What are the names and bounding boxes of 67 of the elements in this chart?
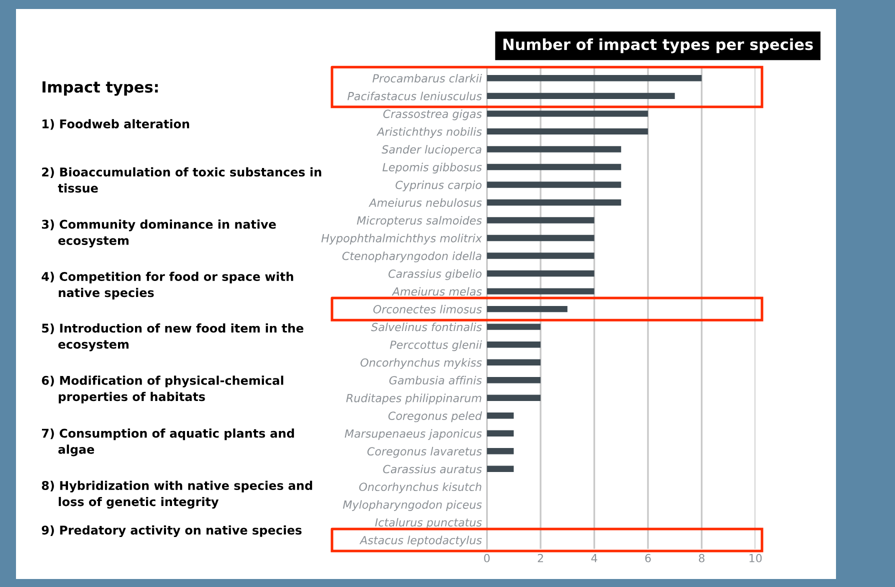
text: 6) Modification of physical-chemical properties of habitats — [42, 376, 284, 404]
y-tick-label: Ruditapes philippinarum — [346, 394, 482, 404]
y-tick-label: Aristichthys nobilis — [376, 127, 482, 138]
bar — [486, 128, 648, 135]
y-tick-label: Orconectes limosus — [373, 304, 482, 314]
y-tick-label: Ictalurus punctatus — [375, 518, 482, 529]
text: 4) Competition for food or space with native species — [42, 272, 294, 300]
y-tick-label: Micropterus salmoides — [356, 216, 482, 227]
y-tick-label: Carassius gibelio — [388, 269, 482, 280]
y-tick-label: Coregonus peled — [388, 411, 482, 422]
y-tick-label: Pacifastacus leniusculus — [348, 92, 482, 100]
y-tick-label: Ctenopharyngodon idella — [342, 252, 482, 262]
y-tick-label: Carassius auratus — [383, 464, 482, 474]
y-tick-label: Marsupenaeus japonicus — [344, 429, 482, 440]
bar — [486, 252, 594, 259]
bar — [486, 430, 514, 437]
y-tick-label: Crassostrea gigas — [383, 109, 482, 120]
chart-title: Number of impact types per species — [503, 38, 813, 54]
text: Impact types: — [42, 81, 158, 96]
bar — [486, 217, 594, 224]
bar — [486, 466, 514, 472]
y-tick-label: Coregonus lavaretus — [367, 446, 482, 458]
y-tick-label: Ameiurus melas — [392, 287, 482, 296]
y-tick-label: Salvelinus fontinalis — [371, 322, 482, 332]
bar — [486, 234, 594, 242]
bar — [486, 146, 622, 152]
x-tick-label: 0 — [484, 554, 490, 562]
bar — [486, 412, 514, 419]
text: 1) Foodweb alteration — [42, 119, 190, 130]
bar — [486, 182, 622, 188]
bar — [486, 306, 568, 312]
x-tick-label: 10 — [750, 554, 762, 562]
text: 5) Introduction of new food item in the ecosystem — [42, 323, 304, 352]
y-tick-label: Hypophthalmichthys molitrix — [321, 234, 482, 245]
text: 7) Consumption of aquatic plants and algae — [42, 428, 294, 456]
bar — [486, 359, 541, 366]
x-tick-label: 2 — [538, 554, 543, 562]
text: 9) Predatory activity on native species — [42, 525, 302, 538]
bar — [486, 448, 514, 454]
y-tick-label: Cyprinus carpio — [396, 180, 482, 192]
y-tick-label: Perccottus glenii — [390, 340, 482, 352]
y-tick-label: Lepomis gibbosus — [382, 162, 482, 174]
bar — [486, 377, 541, 384]
y-tick-label: Oncorhynchus mykiss — [360, 358, 482, 369]
bar — [486, 341, 541, 348]
y-tick-label: Sander lucioperca — [382, 144, 482, 156]
bar — [486, 75, 702, 82]
x-tick-label: 4 — [591, 554, 598, 562]
bar — [486, 92, 675, 100]
bar — [486, 110, 648, 117]
bar — [486, 324, 541, 330]
y-tick-label: Gambusia affinis — [389, 376, 482, 384]
bar — [486, 288, 594, 294]
bar — [486, 199, 622, 206]
y-tick-label: Mylopharyngodon piceus — [342, 500, 482, 511]
y-tick-label: Ameiurus nebulosus — [368, 198, 482, 207]
y-tick-label: Astacus leptodactylus — [359, 536, 482, 546]
y-tick-label: Procambarus clarkii — [372, 74, 482, 83]
text: 3) Community dominance in native ecosystem — [42, 220, 276, 248]
bar — [486, 394, 541, 401]
text: 8) Hybridization with native species and loss of genetic integrity — [42, 480, 312, 509]
bar — [486, 164, 622, 170]
x-tick-label: 8 — [698, 554, 704, 562]
text: 2) Bioaccumulation of toxic substances in tissue — [42, 167, 322, 193]
bar — [486, 270, 594, 277]
x-tick-label: 6 — [645, 554, 651, 562]
y-tick-label: Oncorhynchus kisutch — [359, 482, 482, 494]
